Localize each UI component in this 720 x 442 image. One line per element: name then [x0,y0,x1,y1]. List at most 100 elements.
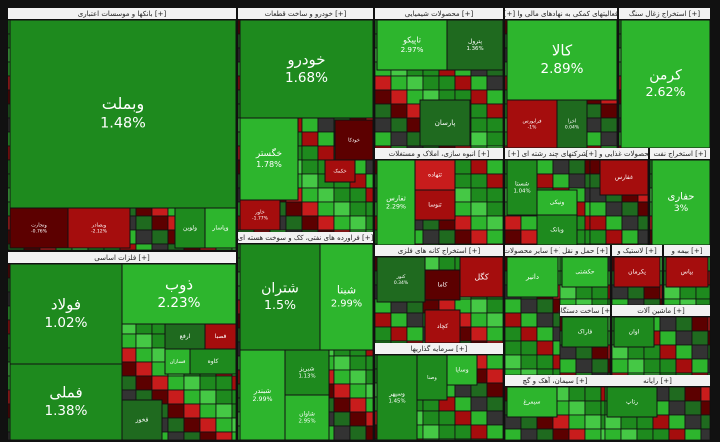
tile[interactable] [239,349,286,441]
tile[interactable] [204,207,237,249]
tile [470,89,488,105]
tile [422,424,440,440]
tile[interactable] [239,19,374,119]
tile [621,229,639,245]
tile [374,75,392,91]
sector-header[interactable] [238,232,373,243]
tile[interactable] [67,207,131,249]
sector-header[interactable] [505,148,590,159]
tile[interactable] [606,386,658,418]
tile [552,326,561,342]
tile[interactable] [121,263,237,325]
tile[interactable] [376,159,416,246]
sector-header[interactable] [505,245,560,256]
tile[interactable] [284,394,330,441]
tile[interactable] [419,99,471,147]
tile [167,417,185,433]
tile [668,428,686,441]
tile[interactable] [665,256,709,288]
tile[interactable] [9,19,237,209]
tile[interactable] [239,243,321,351]
tile-change: 1.78% [256,159,282,169]
tile[interactable] [174,207,206,249]
tile[interactable] [376,19,448,71]
tile[interactable] [319,243,374,351]
tile[interactable] [414,159,456,191]
tile[interactable] [651,159,711,246]
tile[interactable] [376,354,418,441]
sector-header[interactable] [619,8,710,19]
tile[interactable] [561,316,609,348]
tile[interactable] [424,269,461,301]
sector-header[interactable] [8,252,236,263]
tile [374,103,392,119]
sector-header[interactable] [664,245,710,256]
sector-header[interactable] [560,305,610,316]
tile[interactable] [446,19,504,71]
sector-header[interactable] [375,8,503,19]
tile[interactable] [189,348,237,375]
sector-header[interactable] [8,8,236,19]
tile [374,312,392,328]
tile[interactable] [613,316,655,348]
tile-change: 1.13% [298,374,315,380]
tile[interactable] [536,214,578,246]
tile [390,75,408,91]
tile[interactable] [620,19,711,149]
sector-header[interactable] [605,375,710,386]
tile[interactable] [204,323,237,350]
sector-title: استخراج زغال سنگ [+] [629,9,701,18]
sector-header[interactable] [375,148,503,159]
tile[interactable] [239,199,281,231]
tile[interactable] [121,399,163,441]
tile [591,372,609,376]
tile [607,298,611,306]
tile[interactable] [556,99,588,149]
tile[interactable] [164,348,191,375]
tile[interactable] [561,256,609,288]
sector-header[interactable] [612,245,662,256]
tile[interactable] [613,256,661,288]
tile[interactable] [536,189,578,216]
tile [365,383,374,399]
tile [668,414,686,430]
sector-header[interactable] [375,245,503,256]
tile[interactable] [284,349,330,396]
tile[interactable] [9,363,123,441]
tile[interactable] [599,159,649,196]
tile-symbol: فولاد [51,296,81,314]
sector-title: بیمه و [+] [670,247,702,255]
tile[interactable] [9,207,69,249]
sector-header[interactable] [505,8,617,19]
tile[interactable] [506,386,558,418]
tile [584,187,591,203]
sector-header[interactable] [375,343,503,354]
sector-header[interactable] [560,245,610,256]
tile [231,389,237,405]
tile[interactable] [334,119,374,161]
sector-header[interactable] [650,148,710,159]
tile[interactable] [506,19,618,101]
tile[interactable] [506,159,538,216]
tile[interactable] [376,256,426,303]
sector-header[interactable] [612,305,710,316]
tile [605,201,623,217]
tile[interactable] [9,263,123,365]
tile [454,187,472,203]
tile-symbol: وبملت [102,94,144,114]
tile [643,372,661,376]
tile[interactable] [506,256,559,298]
sector-header[interactable] [505,375,605,386]
tile-change: 1.5% [264,297,296,312]
tile [675,330,693,346]
tile [365,187,374,203]
tile [605,229,623,245]
tile-change: -1% [528,125,537,131]
sector-header[interactable] [238,8,373,19]
tile [486,243,504,246]
tile[interactable] [446,354,478,386]
tile [438,229,456,245]
sector-header[interactable] [590,148,648,159]
tile-symbol: ونیکی [550,199,565,206]
tile[interactable] [414,189,456,221]
